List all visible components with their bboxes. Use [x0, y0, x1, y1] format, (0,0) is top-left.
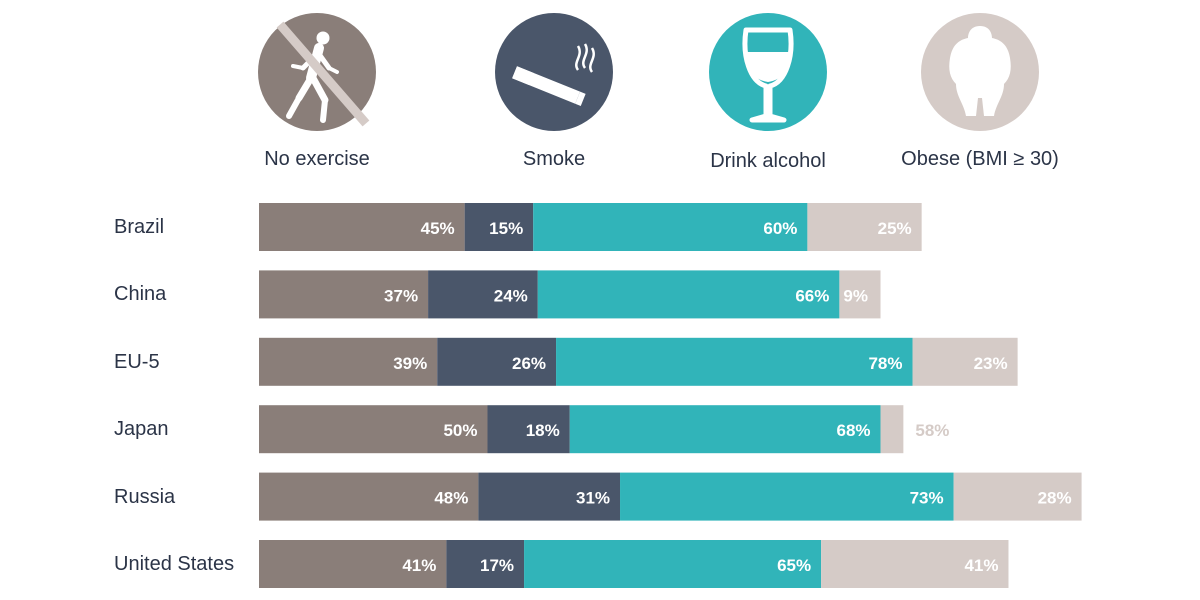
value-label-japan-no-exercise: 50%	[443, 421, 477, 440]
value-label-russia-no-exercise: 48%	[434, 489, 468, 508]
category-label-japan: Japan	[114, 418, 169, 441]
bar-eu-5-no-exercise	[259, 337, 438, 386]
bar-china-obese-bmi-30	[839, 270, 881, 319]
bar-brazil-no-exercise	[259, 203, 465, 251]
category-label-russia: Russia	[114, 485, 176, 508]
value-label-china-no-exercise: 37%	[384, 286, 418, 305]
bar-eu-5-smoke	[437, 337, 557, 386]
value-label-china-obese-bmi-30: 9%	[843, 286, 868, 305]
value-label-brazil-obese-bmi-30: 25%	[878, 219, 912, 238]
legend-label-drink-alcohol: Drink alcohol	[710, 150, 826, 172]
legend-label-no-exercise: No exercise	[264, 148, 370, 170]
bar-united-states-obese-bmi-30	[821, 540, 1009, 588]
bar-china-smoke	[428, 270, 538, 319]
bar-brazil-obese-bmi-30	[807, 203, 922, 251]
value-label-russia-obese-bmi-30: 28%	[1038, 489, 1072, 508]
bar-eu-5-obese-bmi-30	[912, 337, 1018, 386]
bar-japan-drink-alcohol	[569, 405, 881, 454]
category-label-china: China	[114, 283, 167, 306]
obese-body-icon	[920, 12, 1040, 132]
bar-brazil-drink-alcohol	[533, 203, 808, 251]
value-label-brazil-smoke: 15%	[489, 219, 523, 238]
bar-russia-smoke	[478, 472, 621, 521]
value-label-japan-obese-bmi-30: 58%	[915, 421, 949, 440]
value-label-eu-5-obese-bmi-30: 23%	[974, 354, 1008, 373]
value-label-eu-5-no-exercise: 39%	[393, 354, 427, 373]
value-label-united-states-drink-alcohol: 65%	[777, 556, 811, 575]
wine-glass-icon	[708, 12, 828, 132]
bar-united-states-drink-alcohol	[524, 540, 822, 588]
value-label-china-drink-alcohol: 66%	[795, 286, 829, 305]
legend-label-obese: Obese (BMI ≥ 30)	[901, 148, 1059, 170]
value-label-united-states-smoke: 17%	[480, 556, 514, 575]
value-label-brazil-no-exercise: 45%	[421, 219, 455, 238]
bar-russia-obese-bmi-30	[953, 472, 1082, 521]
value-label-united-states-no-exercise: 41%	[402, 556, 436, 575]
value-label-brazil-drink-alcohol: 60%	[763, 219, 797, 238]
bar-japan-smoke	[487, 405, 570, 454]
bar-russia-drink-alcohol	[620, 472, 954, 521]
legend-label-smoke: Smoke	[522, 148, 586, 170]
no-exercise-icon	[257, 12, 377, 132]
category-label-eu-5: EU-5	[114, 350, 160, 373]
value-label-japan-drink-alcohol: 68%	[836, 421, 870, 440]
value-label-russia-smoke: 31%	[576, 489, 610, 508]
bar-japan-obese-bmi-30	[880, 405, 904, 454]
value-label-japan-smoke: 18%	[526, 421, 560, 440]
bar-eu-5-drink-alcohol	[556, 337, 913, 386]
legend-header: No exercise Smoke Drink alcohol Obese (B…	[0, 0, 1200, 190]
value-label-china-smoke: 24%	[494, 286, 528, 305]
bar-japan-no-exercise	[259, 405, 488, 454]
value-label-eu-5-drink-alcohol: 78%	[868, 354, 902, 373]
bar-china-drink-alcohol	[537, 270, 840, 319]
bar-russia-no-exercise	[259, 472, 479, 521]
bar-united-states-smoke	[446, 540, 525, 588]
cigarette-icon	[494, 12, 614, 132]
bar-united-states-no-exercise	[259, 540, 447, 588]
category-label-united-states: United States	[114, 553, 235, 575]
bar-brazil-smoke	[464, 203, 534, 251]
category-label-brazil: Brazil	[114, 216, 165, 238]
value-label-eu-5-smoke: 26%	[512, 354, 546, 373]
bar-china-no-exercise	[259, 270, 429, 319]
value-label-russia-drink-alcohol: 73%	[910, 489, 944, 508]
value-label-united-states-obese-bmi-30: 41%	[964, 556, 998, 575]
